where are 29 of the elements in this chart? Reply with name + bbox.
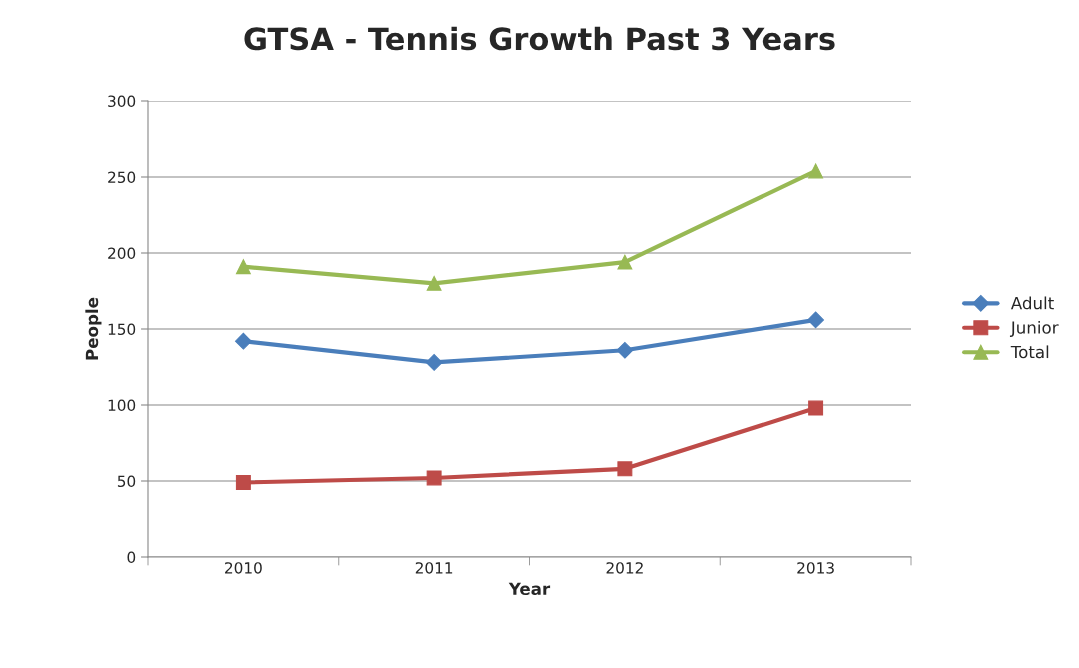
- y-tick-label: 250: [108, 171, 136, 184]
- legend-label: Adult: [1010, 296, 1054, 310]
- point: [425, 354, 443, 371]
- chart-title: GTSA - Tennis Growth Past 3 Years: [244, 26, 835, 51]
- x-tick-label: 2012: [606, 562, 643, 574]
- point: [426, 275, 442, 291]
- point: [808, 400, 824, 416]
- legend-label: Total: [1010, 345, 1049, 359]
- point: [807, 311, 824, 329]
- x-tick-label: 2013: [797, 562, 834, 574]
- y-tick-label: 50: [117, 475, 136, 488]
- legend-label: Junior: [1009, 320, 1059, 337]
- x-tick-label: 2010: [225, 562, 262, 574]
- point: [426, 470, 442, 486]
- y-tick-label: 150: [108, 323, 136, 336]
- point: [235, 332, 252, 350]
- y-axis-title: People: [85, 297, 102, 360]
- y-tick-label: 100: [108, 399, 136, 412]
- point: [235, 259, 251, 275]
- point: [617, 254, 633, 270]
- y-tick-label: 200: [108, 247, 136, 260]
- x-tick-label: 2011: [415, 562, 453, 574]
- y-tick-label: 300: [108, 95, 136, 108]
- x-axis-title: Year: [508, 582, 551, 596]
- point: [617, 461, 633, 477]
- point: [808, 163, 824, 179]
- y-tick-label: 0: [127, 551, 136, 564]
- point: [616, 341, 634, 359]
- point: [235, 475, 251, 490]
